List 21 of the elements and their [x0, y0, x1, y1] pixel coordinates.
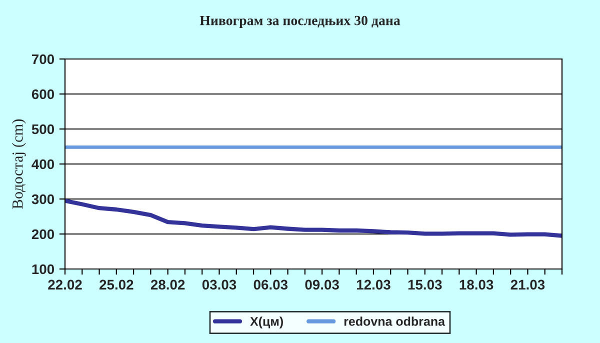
x-tick-label: 03.03	[202, 280, 236, 290]
y-axis-title: Водостај (cm)	[12, 119, 26, 209]
y-tick-label: 600	[32, 89, 54, 100]
legend-label: X(цм)	[250, 316, 283, 328]
y-tick-label: 500	[32, 124, 54, 134]
x-tick-label: 28.02	[150, 280, 185, 290]
x-tick-label: 21.03	[510, 280, 545, 290]
y-tick-label: 400	[32, 159, 54, 170]
y-tick-label: 100	[32, 264, 54, 274]
x-tick-label: 09.03	[305, 280, 339, 290]
x-tick-label: 12.03	[356, 280, 390, 290]
chart-title: Нивограм за последњих 30 дана	[200, 16, 400, 28]
x-tick-label: 15.03	[408, 280, 442, 290]
x-tick-label: 22.02	[48, 280, 82, 290]
y-tick-label: 300	[32, 194, 54, 204]
x-tick-label: 06.03	[254, 280, 288, 290]
legend-label: redovna odbrana	[344, 316, 446, 326]
y-tick-label: 200	[32, 229, 54, 240]
x-tick-label: 18.03	[460, 280, 494, 290]
x-tick-label: 25.02	[100, 280, 134, 290]
y-tick-label: 700	[32, 54, 54, 64]
